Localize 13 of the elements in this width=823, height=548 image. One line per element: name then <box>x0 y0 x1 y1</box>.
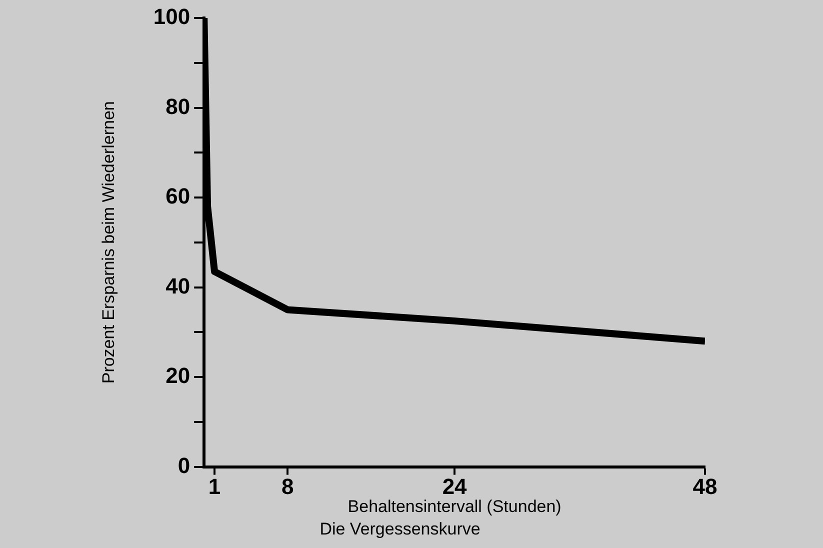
y-tick-label: 80 <box>166 94 190 119</box>
y-tick-label: 0 <box>178 452 190 478</box>
y-axis-title: Prozent Ersparnis beim Wiederlernen <box>98 101 118 384</box>
x-tick-label: 24 <box>442 474 468 500</box>
y-tick-label: 40 <box>166 273 190 298</box>
x-tick-label: 48 <box>692 474 718 500</box>
y-tick-label: 20 <box>166 363 190 388</box>
x-axis-title: Behaltensintervall (Stunden) <box>348 497 562 516</box>
y-tick-label: 60 <box>166 184 190 209</box>
text: Die Vergessenskurve <box>320 519 480 538</box>
x-tick-label: 8 <box>281 474 294 500</box>
x-tick-label: 1 <box>208 474 221 500</box>
y-tick-label: 100 <box>153 4 190 30</box>
